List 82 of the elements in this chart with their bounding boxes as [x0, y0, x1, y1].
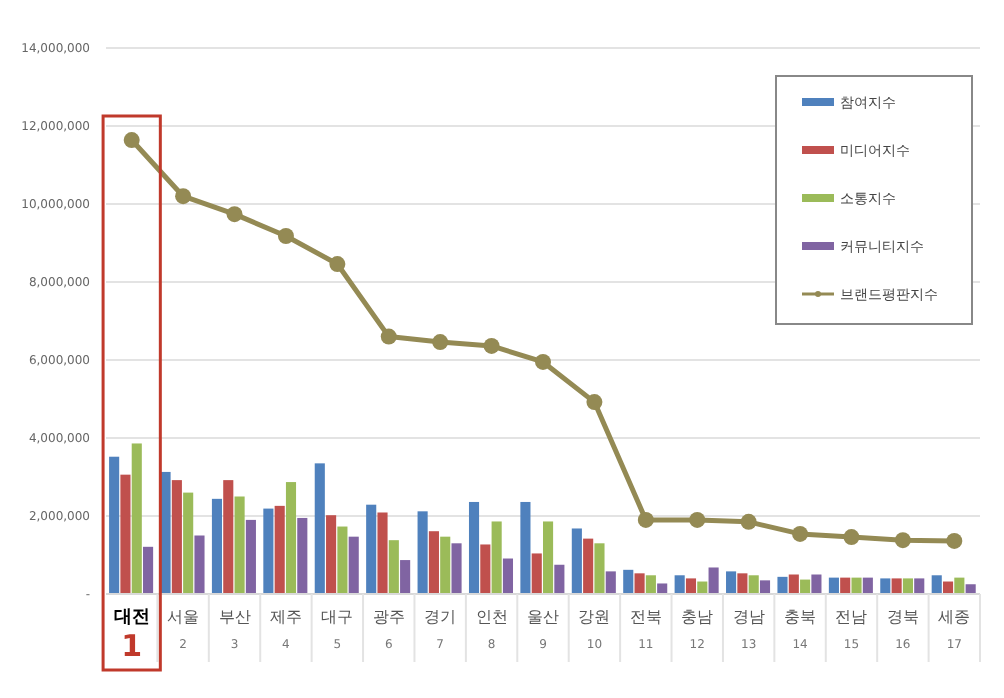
bar [759, 580, 771, 594]
x-tick-label: 대전 1 [113, 608, 150, 664]
bar [468, 501, 480, 594]
bar [263, 508, 274, 594]
bar [726, 571, 737, 594]
bar [388, 540, 399, 594]
bar [594, 543, 605, 594]
bar [314, 463, 325, 594]
bar [223, 480, 234, 594]
bar [120, 474, 131, 594]
bar [914, 578, 925, 594]
bar [862, 577, 873, 594]
bar [605, 571, 616, 594]
bar [554, 564, 565, 594]
bar [531, 553, 542, 594]
bar [880, 578, 891, 594]
bar [840, 577, 851, 594]
point [946, 532, 963, 549]
point [432, 334, 449, 351]
bar [902, 578, 913, 594]
bar [543, 521, 554, 594]
bar [777, 576, 788, 594]
bar [748, 575, 759, 594]
point [740, 513, 757, 530]
bar [891, 578, 902, 594]
point [843, 529, 860, 546]
bar [571, 528, 582, 594]
point [380, 328, 397, 345]
bar [348, 536, 359, 594]
bar [623, 569, 634, 594]
bar [520, 501, 531, 594]
bar [285, 482, 297, 594]
bar [245, 519, 256, 594]
bar [274, 505, 285, 594]
point [689, 511, 706, 528]
bar [297, 517, 308, 594]
point [226, 206, 243, 223]
bar [326, 515, 337, 594]
point [535, 353, 551, 370]
point [123, 132, 140, 149]
point [637, 511, 654, 528]
bar [400, 560, 411, 594]
bar [491, 521, 502, 594]
bar [440, 536, 451, 594]
bar [337, 526, 348, 594]
bar [480, 544, 491, 594]
bar [645, 575, 656, 594]
bar [931, 575, 942, 594]
point [483, 337, 500, 354]
bar [451, 543, 462, 594]
bar [171, 480, 182, 594]
bar [828, 577, 839, 594]
bar [954, 577, 965, 594]
bar [685, 578, 697, 594]
bar [194, 535, 205, 594]
bar [674, 575, 685, 594]
bar [234, 496, 245, 594]
point [175, 188, 192, 205]
bar [657, 583, 668, 594]
point [586, 394, 603, 411]
point [894, 532, 911, 549]
point [277, 227, 294, 244]
bar [502, 558, 514, 594]
bar [211, 498, 223, 594]
bar [708, 567, 719, 594]
bar [109, 456, 120, 594]
bar [183, 492, 194, 594]
bar [377, 512, 388, 594]
bar [428, 531, 439, 594]
point [792, 525, 809, 542]
bar [965, 584, 976, 594]
bar [737, 573, 748, 594]
bar [143, 546, 154, 594]
bar [417, 511, 428, 594]
bar [131, 443, 142, 594]
bar [366, 504, 377, 594]
bar [788, 574, 799, 594]
point [329, 256, 346, 273]
bar [851, 577, 862, 594]
bar [583, 538, 594, 594]
bar [634, 573, 645, 594]
bar [811, 574, 822, 594]
